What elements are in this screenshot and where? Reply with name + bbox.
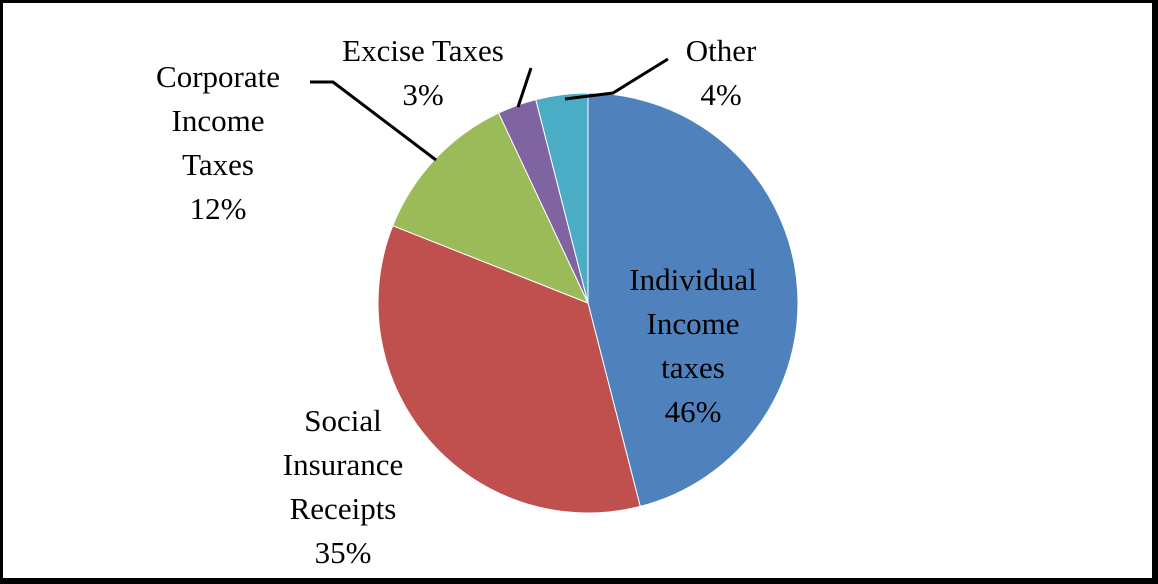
pie-slice-other — [535, 92, 589, 304]
leader-line-other — [564, 57, 669, 101]
leader-line-excise — [516, 67, 533, 108]
slice-category-label-social: Social — [304, 403, 382, 438]
slice-category-label-corporate: Income — [172, 103, 265, 138]
slice-category-label-corporate: Corporate — [156, 59, 280, 94]
pie-slice-social — [377, 225, 641, 514]
pie-slices — [377, 92, 799, 514]
slice-category-label-corporate: Taxes — [182, 147, 254, 182]
slice-value-label-individual: 46% — [665, 394, 722, 429]
slice-labels: Individual Income taxes 46% Social Insurance R… — [156, 33, 757, 570]
slice-category-label-individual: Income — [647, 306, 740, 341]
slice-category-label-social: Receipts — [290, 491, 397, 526]
slice-category-label-excise: Excise Taxes — [342, 33, 504, 68]
pie-slice-individual — [587, 92, 799, 508]
slice-category-label-individual: taxes — [661, 350, 725, 385]
slice-category-label-individual: Individual — [629, 262, 756, 297]
slice-value-label-excise: 3% — [402, 77, 443, 112]
pie-chart: Individual Income taxes 46% Social Insurance R… — [156, 33, 799, 570]
slice-value-label-social: 35% — [315, 535, 372, 570]
slice-category-label-other: Other — [686, 33, 757, 68]
slice-value-label-corporate: 12% — [190, 191, 247, 226]
slice-category-label-social: Insurance — [283, 447, 404, 482]
slice-value-label-other: 4% — [700, 77, 741, 112]
leader-lines — [310, 57, 669, 162]
leader-line-corporate — [310, 80, 437, 162]
